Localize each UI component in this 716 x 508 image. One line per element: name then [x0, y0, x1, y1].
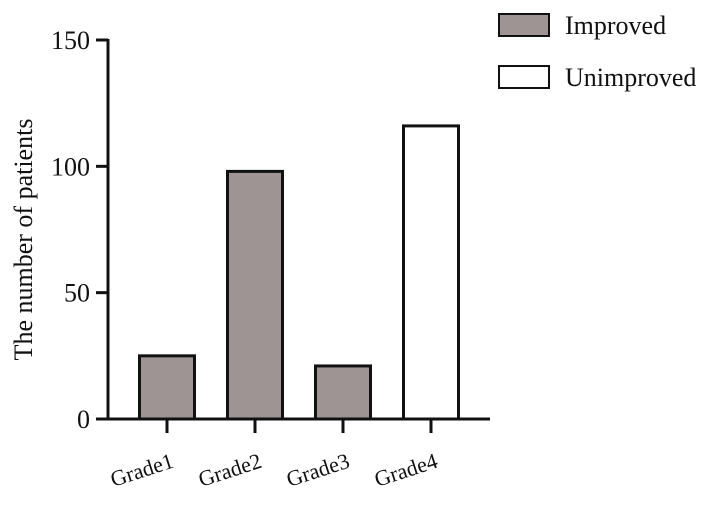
bars	[138, 124, 460, 421]
y-tick-label: 150	[51, 26, 90, 55]
x-tick-label: Grade4	[371, 448, 440, 492]
legend-label-unimproved: Unimproved	[565, 63, 696, 92]
x-tick-label: Grade2	[195, 448, 264, 492]
legend-swatch-unimproved	[498, 65, 550, 89]
y-tick-label: 100	[51, 152, 90, 181]
x-tick-label: Grade3	[283, 448, 352, 492]
y-tick-label: 50	[64, 279, 90, 308]
bar-grade2	[226, 169, 284, 421]
labels: 0 50 100 150 The number of patients Grade1 Gra…	[9, 26, 441, 492]
y-tick-label: 0	[77, 405, 90, 434]
legend: Improved Unimproved	[498, 11, 696, 92]
bar-grade4	[402, 124, 460, 421]
x-tick-label: Grade1	[107, 448, 176, 492]
bar-grade3	[314, 364, 372, 421]
y-axis-title: The number of patients	[9, 119, 38, 361]
bar-grade1	[138, 354, 196, 421]
legend-label-improved: Improved	[565, 11, 666, 40]
legend-swatch-improved	[498, 13, 550, 37]
